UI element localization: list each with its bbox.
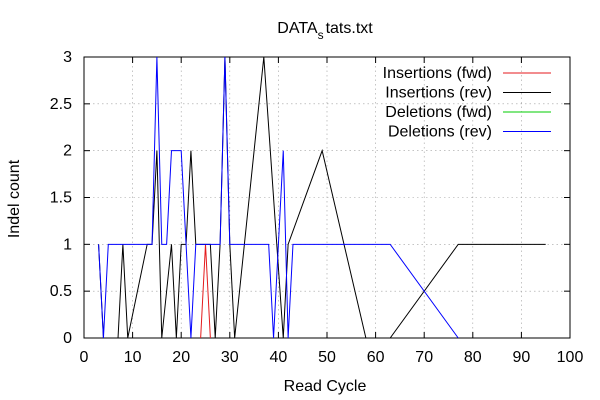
legend: Insertions (fwd) Insertions (rev) Deletion… bbox=[383, 65, 551, 141]
y-tick-label: 3 bbox=[63, 49, 72, 66]
y-tick-label: 2.5 bbox=[50, 96, 72, 113]
y-tick-label: 1 bbox=[63, 236, 72, 253]
x-tick-label: 10 bbox=[124, 349, 142, 366]
x-tick-label: 90 bbox=[513, 349, 531, 366]
x-tick-label: 40 bbox=[270, 349, 288, 366]
y-tick-label: 2 bbox=[63, 143, 72, 160]
legend-label: Insertions (fwd) bbox=[383, 65, 492, 82]
chart-title: DATAs tats.txt bbox=[277, 20, 373, 42]
x-tick-label: 70 bbox=[415, 349, 433, 366]
x-tick-label: 0 bbox=[80, 349, 89, 366]
y-tick-label: 1.5 bbox=[50, 190, 72, 207]
y-axis-label: Indel count bbox=[6, 159, 23, 238]
x-tick-label: 80 bbox=[464, 349, 482, 366]
legend-label: Deletions (fwd) bbox=[385, 104, 492, 121]
y-tick-label: 0 bbox=[63, 330, 72, 347]
x-axis-label: Read Cycle bbox=[284, 378, 367, 395]
legend-label: Deletions (rev) bbox=[388, 124, 492, 141]
x-tick-label: 60 bbox=[367, 349, 385, 366]
series-line-4 bbox=[98, 56, 459, 339]
series-line-2 bbox=[98, 56, 546, 339]
axis-layer: 0 10 20 30 40 50 60 70 80 90 100 0 0.5 1 1.5 2 2.5 3 bbox=[50, 49, 584, 366]
x-tick-label: 50 bbox=[318, 349, 336, 366]
legend-label: Insertions (rev) bbox=[385, 85, 492, 102]
x-tick-label: 30 bbox=[221, 349, 239, 366]
series-layer bbox=[98, 56, 546, 339]
y-tick-label: 0.5 bbox=[50, 283, 72, 300]
x-tick-label: 20 bbox=[172, 349, 190, 366]
grid-layer bbox=[84, 57, 570, 338]
x-tick-label: 100 bbox=[557, 349, 584, 366]
